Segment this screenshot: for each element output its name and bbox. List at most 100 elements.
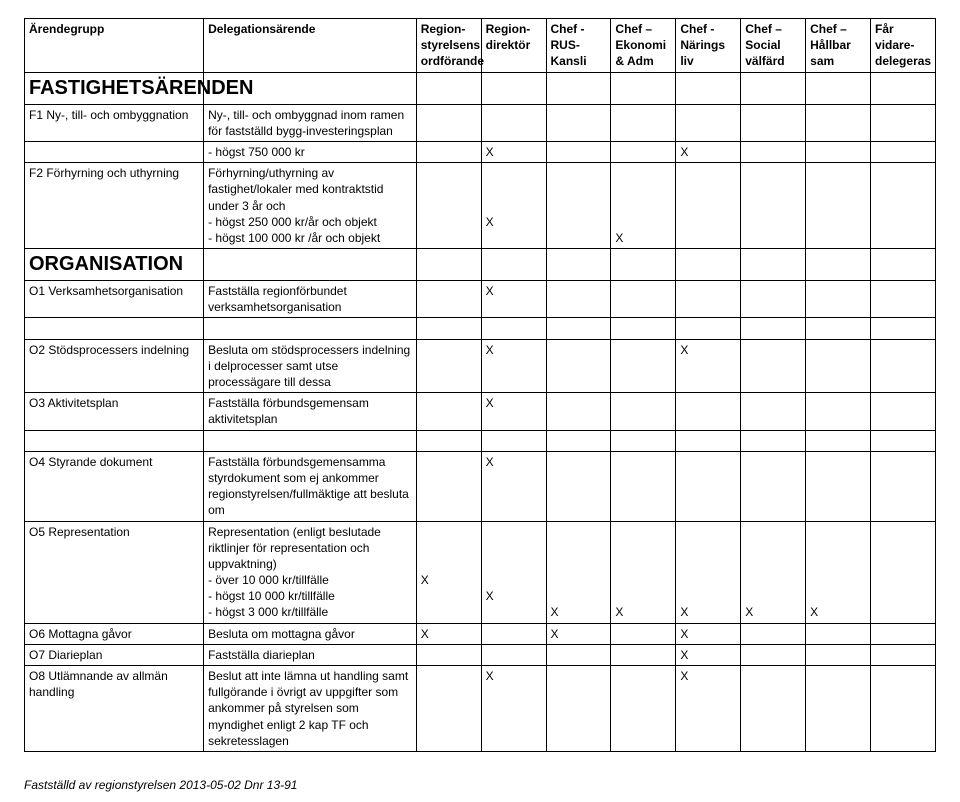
mark-cell: X bbox=[546, 623, 611, 644]
section-cell bbox=[416, 249, 481, 281]
spacer-cell bbox=[611, 318, 676, 339]
mark-cell bbox=[741, 281, 806, 318]
section-cell bbox=[806, 72, 871, 104]
mark-cell: X bbox=[676, 521, 741, 623]
table-row: ORGANISATION bbox=[25, 249, 936, 281]
th-9: Får vidare- delegeras bbox=[871, 19, 936, 73]
mark-cell bbox=[546, 104, 611, 141]
mark-cell bbox=[871, 163, 936, 249]
mark-cell bbox=[806, 163, 871, 249]
mark-cell bbox=[416, 163, 481, 249]
table-row: O2 Stödsprocessers indelningBesluta om s… bbox=[25, 339, 936, 393]
delegationsarende-cell: Fastställa förbundsgemensam aktivitetspl… bbox=[204, 393, 417, 430]
section-cell bbox=[741, 249, 806, 281]
table-row: O5 RepresentationRepresentation (enligt … bbox=[25, 521, 936, 623]
mark-cell bbox=[806, 141, 871, 162]
mark-cell bbox=[806, 104, 871, 141]
delegationsarende-cell: Fastställa regionförbundet verksamhetsor… bbox=[204, 281, 417, 318]
mark-cell bbox=[611, 281, 676, 318]
mark-cell: X bbox=[481, 521, 546, 623]
delegation-table: Ärendegrupp Delegationsärende Region- st… bbox=[24, 18, 936, 752]
section-cell bbox=[676, 72, 741, 104]
section-cell bbox=[481, 249, 546, 281]
delegationsarende-cell: Fastställa förbundsgemensamma styrdokume… bbox=[204, 451, 417, 521]
mark-cell bbox=[741, 141, 806, 162]
mark-cell bbox=[806, 393, 871, 430]
mark-cell: X bbox=[481, 339, 546, 393]
spacer-cell bbox=[741, 318, 806, 339]
mark-cell bbox=[611, 666, 676, 752]
mark-cell bbox=[871, 393, 936, 430]
spacer-cell bbox=[806, 318, 871, 339]
delegationsarende-cell: - högst 750 000 kr bbox=[204, 141, 417, 162]
mark-cell bbox=[741, 163, 806, 249]
th-7: Chef – Social välfärd bbox=[741, 19, 806, 73]
mark-cell bbox=[676, 163, 741, 249]
th-1: Delegationsärende bbox=[204, 19, 417, 73]
section-cell bbox=[741, 72, 806, 104]
delegationsarende-cell: Beslut att inte lämna ut handling samt f… bbox=[204, 666, 417, 752]
spacer-cell bbox=[546, 430, 611, 451]
mark-cell bbox=[871, 644, 936, 665]
spacer-cell bbox=[611, 430, 676, 451]
delegationsarende-cell: Förhyrning/uthyrning av fastighet/lokale… bbox=[204, 163, 417, 249]
mark-cell bbox=[871, 623, 936, 644]
mark-cell bbox=[546, 281, 611, 318]
mark-cell bbox=[611, 644, 676, 665]
mark-cell bbox=[611, 141, 676, 162]
delegationsarende-cell: Representation (enligt beslutade riktlin… bbox=[204, 521, 417, 623]
mark-cell bbox=[741, 451, 806, 521]
spacer-cell bbox=[204, 430, 417, 451]
mark-cell: X bbox=[481, 666, 546, 752]
mark-cell: X bbox=[676, 339, 741, 393]
section-cell bbox=[611, 249, 676, 281]
spacer-cell bbox=[676, 318, 741, 339]
spacer-cell bbox=[416, 430, 481, 451]
mark-cell bbox=[871, 281, 936, 318]
mark-cell bbox=[546, 644, 611, 665]
section-heading: ORGANISATION bbox=[25, 249, 204, 281]
mark-cell bbox=[741, 623, 806, 644]
table-body: FASTIGHETSÄRENDENF1 Ny-, till- och ombyg… bbox=[25, 72, 936, 751]
spacer-cell bbox=[416, 318, 481, 339]
section-cell bbox=[871, 72, 936, 104]
mark-cell bbox=[416, 141, 481, 162]
arendegrupp-cell: O1 Verksamhetsorganisation bbox=[25, 281, 204, 318]
arendegrupp-cell: O3 Aktivitetsplan bbox=[25, 393, 204, 430]
mark-cell bbox=[546, 451, 611, 521]
spacer-cell bbox=[25, 318, 204, 339]
mark-cell bbox=[871, 141, 936, 162]
mark-cell: X bbox=[741, 521, 806, 623]
mark-cell: X bbox=[481, 393, 546, 430]
table-row: F2 Förhyrning och uthyrningFörhyrning/ut… bbox=[25, 163, 936, 249]
delegationsarende-cell: Ny-, till- och ombyggnad inom ramen för … bbox=[204, 104, 417, 141]
mark-cell bbox=[676, 451, 741, 521]
spacer-cell bbox=[806, 430, 871, 451]
section-cell bbox=[806, 249, 871, 281]
mark-cell bbox=[871, 339, 936, 393]
arendegrupp-cell: O4 Styrande dokument bbox=[25, 451, 204, 521]
delegationsarende-cell: Besluta om stödsprocessers indelning i d… bbox=[204, 339, 417, 393]
mark-cell bbox=[871, 451, 936, 521]
arendegrupp-cell: O5 Representation bbox=[25, 521, 204, 623]
table-row: O6 Mottagna gåvorBesluta om mottagna gåv… bbox=[25, 623, 936, 644]
mark-cell bbox=[416, 451, 481, 521]
arendegrupp-cell: F2 Förhyrning och uthyrning bbox=[25, 163, 204, 249]
mark-cell bbox=[806, 623, 871, 644]
section-cell bbox=[416, 72, 481, 104]
mark-cell bbox=[806, 339, 871, 393]
mark-cell bbox=[741, 393, 806, 430]
spacer-cell bbox=[546, 318, 611, 339]
spacer-cell bbox=[481, 318, 546, 339]
table-row: O3 AktivitetsplanFastställa förbundsgeme… bbox=[25, 393, 936, 430]
mark-cell bbox=[481, 644, 546, 665]
th-2: Region- styrelsens ordförande bbox=[416, 19, 481, 73]
spacer-cell bbox=[676, 430, 741, 451]
table-row bbox=[25, 318, 936, 339]
mark-cell bbox=[416, 281, 481, 318]
mark-cell: X bbox=[416, 521, 481, 623]
arendegrupp-cell bbox=[25, 141, 204, 162]
spacer-cell bbox=[871, 318, 936, 339]
spacer-cell bbox=[741, 430, 806, 451]
mark-cell bbox=[741, 666, 806, 752]
